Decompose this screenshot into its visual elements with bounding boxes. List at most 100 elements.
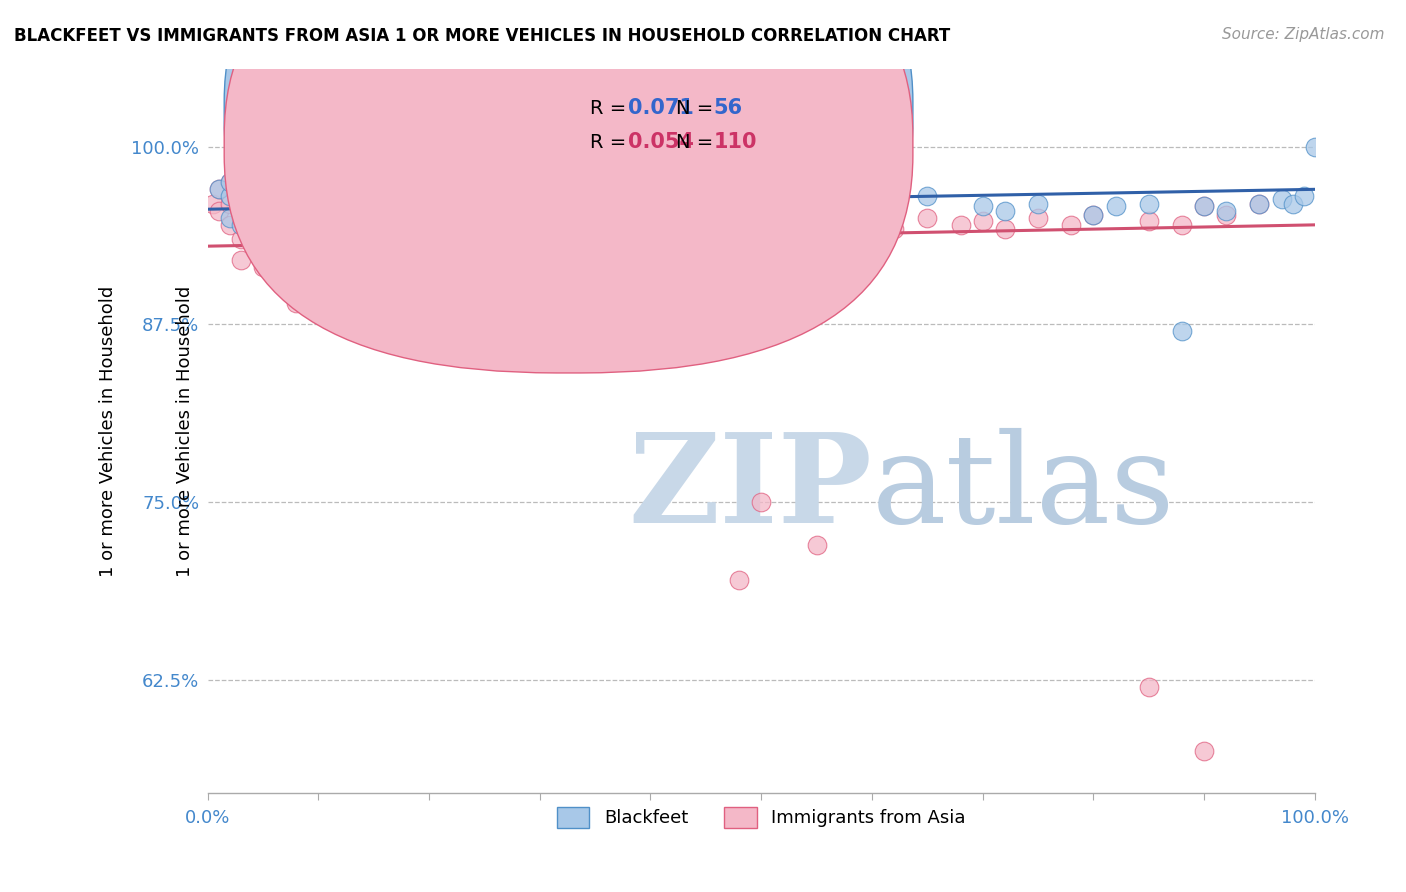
Point xyxy=(318,218,340,232)
Point xyxy=(363,189,385,203)
Point xyxy=(240,227,263,242)
Point xyxy=(551,222,574,236)
Point xyxy=(240,203,263,218)
Point xyxy=(340,239,363,253)
Point xyxy=(229,232,252,246)
Point xyxy=(1192,199,1215,213)
Point xyxy=(994,203,1017,218)
Point xyxy=(374,196,396,211)
Point xyxy=(772,227,794,242)
Y-axis label: 1 or more Vehicles in Household: 1 or more Vehicles in Household xyxy=(100,285,117,576)
FancyBboxPatch shape xyxy=(224,0,912,339)
Point xyxy=(252,239,274,253)
Point xyxy=(307,256,329,270)
Point xyxy=(838,225,860,239)
Text: N =: N = xyxy=(676,133,720,152)
Text: 110: 110 xyxy=(714,132,756,153)
Point xyxy=(274,265,297,279)
Point xyxy=(440,199,463,213)
Point xyxy=(994,222,1017,236)
Point xyxy=(395,211,418,225)
Point xyxy=(363,318,385,332)
Point xyxy=(285,222,308,236)
Point xyxy=(285,203,308,218)
Point xyxy=(695,342,717,356)
Text: 0.054: 0.054 xyxy=(628,132,695,153)
Text: 56: 56 xyxy=(714,98,742,119)
Point xyxy=(274,227,297,242)
Point xyxy=(252,203,274,218)
Point xyxy=(229,253,252,268)
Point xyxy=(474,268,496,282)
Point xyxy=(640,218,662,232)
Point xyxy=(329,227,352,242)
Point xyxy=(218,211,240,225)
Point xyxy=(1215,203,1237,218)
Point xyxy=(1137,680,1160,694)
Text: R =: R = xyxy=(589,133,633,152)
Point xyxy=(252,208,274,222)
Point xyxy=(883,199,905,213)
Point xyxy=(640,345,662,359)
Point xyxy=(263,192,285,206)
FancyBboxPatch shape xyxy=(224,0,912,373)
Point xyxy=(1083,208,1105,222)
Point xyxy=(274,199,297,213)
Point xyxy=(395,194,418,208)
Point xyxy=(406,222,429,236)
Point xyxy=(1171,325,1194,339)
Point xyxy=(274,175,297,189)
Point xyxy=(806,538,828,552)
Point xyxy=(1083,208,1105,222)
Point xyxy=(506,192,529,206)
Point xyxy=(860,196,883,211)
Point xyxy=(395,232,418,246)
Point xyxy=(395,325,418,339)
Point xyxy=(385,199,408,213)
Point xyxy=(285,296,308,310)
Point xyxy=(418,189,440,203)
Point xyxy=(972,199,994,213)
Point xyxy=(474,196,496,211)
Point xyxy=(418,232,440,246)
Point xyxy=(208,182,231,196)
Point xyxy=(1215,208,1237,222)
Point xyxy=(263,196,285,211)
Point xyxy=(474,335,496,350)
Point xyxy=(252,260,274,275)
Point xyxy=(1271,192,1294,206)
Point xyxy=(529,342,551,356)
Point xyxy=(263,222,285,236)
Point xyxy=(917,189,939,203)
Point xyxy=(252,189,274,203)
Point xyxy=(1292,189,1315,203)
Point xyxy=(240,196,263,211)
Point xyxy=(728,218,751,232)
Point xyxy=(583,339,606,353)
Point xyxy=(229,211,252,225)
Point xyxy=(506,208,529,222)
Point xyxy=(1137,213,1160,227)
Point xyxy=(297,185,319,199)
Point xyxy=(395,303,418,318)
Point xyxy=(972,213,994,227)
Point xyxy=(340,196,363,211)
Point xyxy=(440,313,463,327)
Point xyxy=(806,218,828,232)
Point xyxy=(440,332,463,346)
Point xyxy=(363,232,385,246)
Point xyxy=(883,222,905,236)
Point xyxy=(307,199,329,213)
Point xyxy=(307,303,329,318)
Point xyxy=(1249,196,1271,211)
Point xyxy=(307,194,329,208)
Point xyxy=(1192,744,1215,758)
Text: N =: N = xyxy=(676,99,720,118)
Text: ZIP: ZIP xyxy=(628,428,872,549)
Legend: Blackfeet, Immigrants from Asia: Blackfeet, Immigrants from Asia xyxy=(550,800,973,835)
Point xyxy=(218,196,240,211)
Point xyxy=(474,211,496,225)
Point xyxy=(683,222,706,236)
Point xyxy=(329,189,352,203)
Point xyxy=(583,218,606,232)
